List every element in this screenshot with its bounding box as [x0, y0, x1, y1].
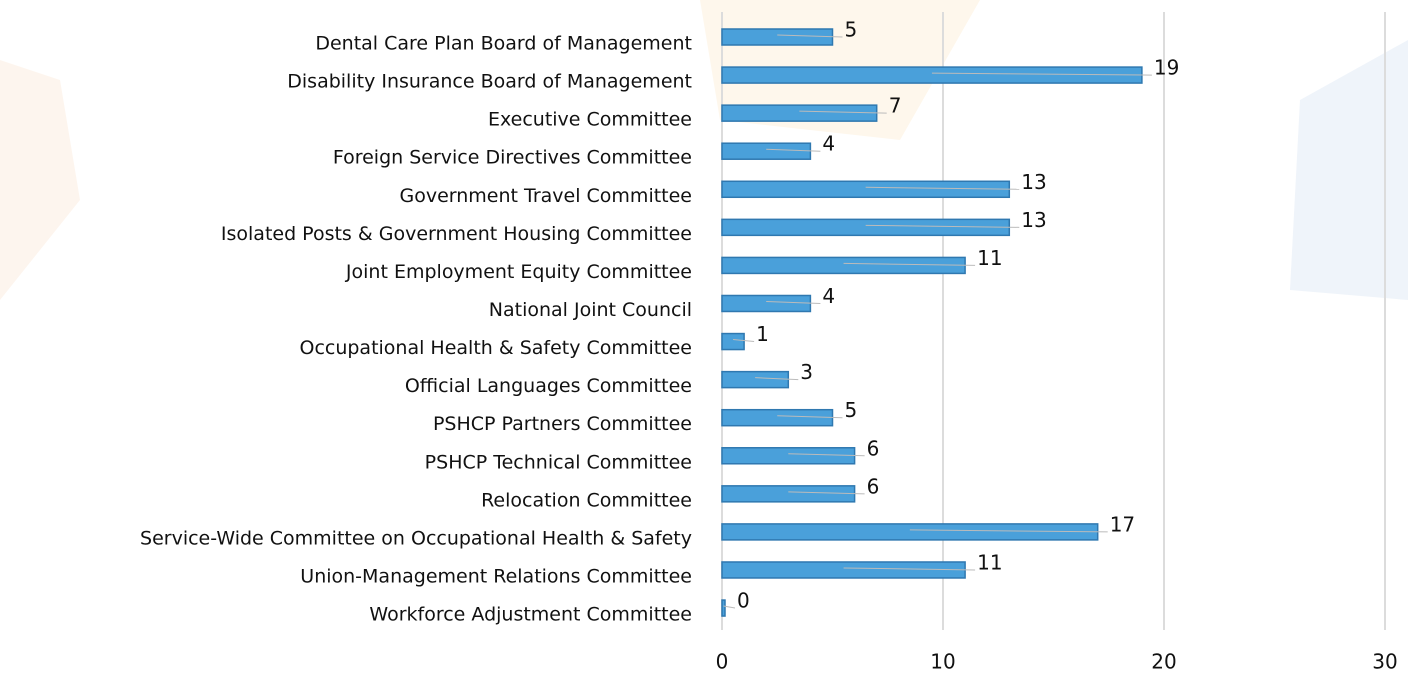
y-tick-label: Workforce Adjustment Committee [369, 604, 692, 626]
x-tick-label: 20 [1151, 650, 1176, 674]
value-label: 1 [756, 322, 769, 346]
value-label: 7 [889, 94, 902, 118]
value-label: 5 [845, 18, 858, 42]
bar [721, 104, 878, 122]
y-tick-label: Occupational Health & Safety Committee [299, 337, 692, 359]
x-tick-label: 0 [716, 650, 729, 674]
value-label: 4 [822, 132, 835, 156]
y-tick-label: Disability Insurance Board of Management [287, 71, 692, 93]
value-label: 6 [867, 474, 880, 498]
leader-line [723, 605, 736, 609]
bar [721, 180, 1011, 199]
leader-line [843, 262, 976, 266]
bar [721, 66, 1143, 84]
bar [721, 408, 834, 427]
bar [721, 523, 1099, 541]
leader-line [843, 567, 976, 571]
leader-line [799, 110, 887, 114]
bar [721, 332, 745, 351]
y-tick-label: Union-Management Relations Committee [300, 565, 692, 587]
value-label: 17 [1110, 512, 1135, 536]
bar [721, 485, 856, 503]
y-tick-label: Joint Employment Equity Committee [345, 261, 692, 283]
value-label: 13 [1021, 170, 1046, 194]
leader-line [865, 186, 1020, 190]
bar [721, 218, 1011, 237]
bar [721, 370, 790, 389]
y-tick-label: Executive Committee [488, 109, 692, 131]
leader-line [733, 339, 755, 343]
y-tick-label: Relocation Committee [481, 489, 692, 511]
leader-line [777, 415, 843, 419]
x-tick-label: 10 [930, 650, 955, 674]
bar [721, 28, 834, 46]
y-tick-label: Service-Wide Committee on Occupational H… [140, 527, 692, 549]
value-label: 4 [822, 284, 835, 308]
value-label: 0 [737, 589, 750, 613]
y-tick-label: PSHCP Partners Committee [433, 413, 692, 435]
y-tick-label: Isolated Posts & Government Housing Comm… [221, 223, 692, 245]
bar [721, 142, 812, 160]
leader-line [788, 453, 865, 457]
y-tick-label: Dental Care Plan Board of Management [315, 33, 692, 55]
leader-line [766, 300, 821, 304]
y-tick-label: National Joint Council [489, 299, 692, 321]
leader-line [931, 72, 1152, 76]
x-tick-label: 30 [1372, 650, 1397, 674]
value-label: 5 [845, 398, 858, 422]
value-label: 11 [977, 246, 1002, 270]
value-label: 3 [800, 360, 813, 384]
value-label: 19 [1154, 56, 1179, 80]
bar [721, 599, 726, 617]
background-decoration [0, 0, 1408, 300]
y-tick-label: Foreign Service Directives Committee [333, 147, 692, 169]
leader-line [865, 224, 1020, 228]
y-tick-label: Government Travel Committee [399, 185, 692, 207]
leader-line [766, 148, 821, 152]
value-label: 11 [977, 550, 1002, 574]
bar [721, 561, 966, 579]
y-tick-label: Official Languages Committee [405, 375, 692, 397]
leader-line [777, 34, 843, 38]
bar [721, 447, 856, 465]
leader-line [755, 377, 799, 381]
value-label: 13 [1021, 208, 1046, 232]
y-tick-label: PSHCP Technical Committee [425, 451, 692, 473]
leader-line [788, 491, 865, 495]
leader-line [909, 529, 1108, 533]
bar [721, 294, 812, 313]
value-label: 6 [867, 436, 880, 460]
bar [721, 256, 966, 275]
